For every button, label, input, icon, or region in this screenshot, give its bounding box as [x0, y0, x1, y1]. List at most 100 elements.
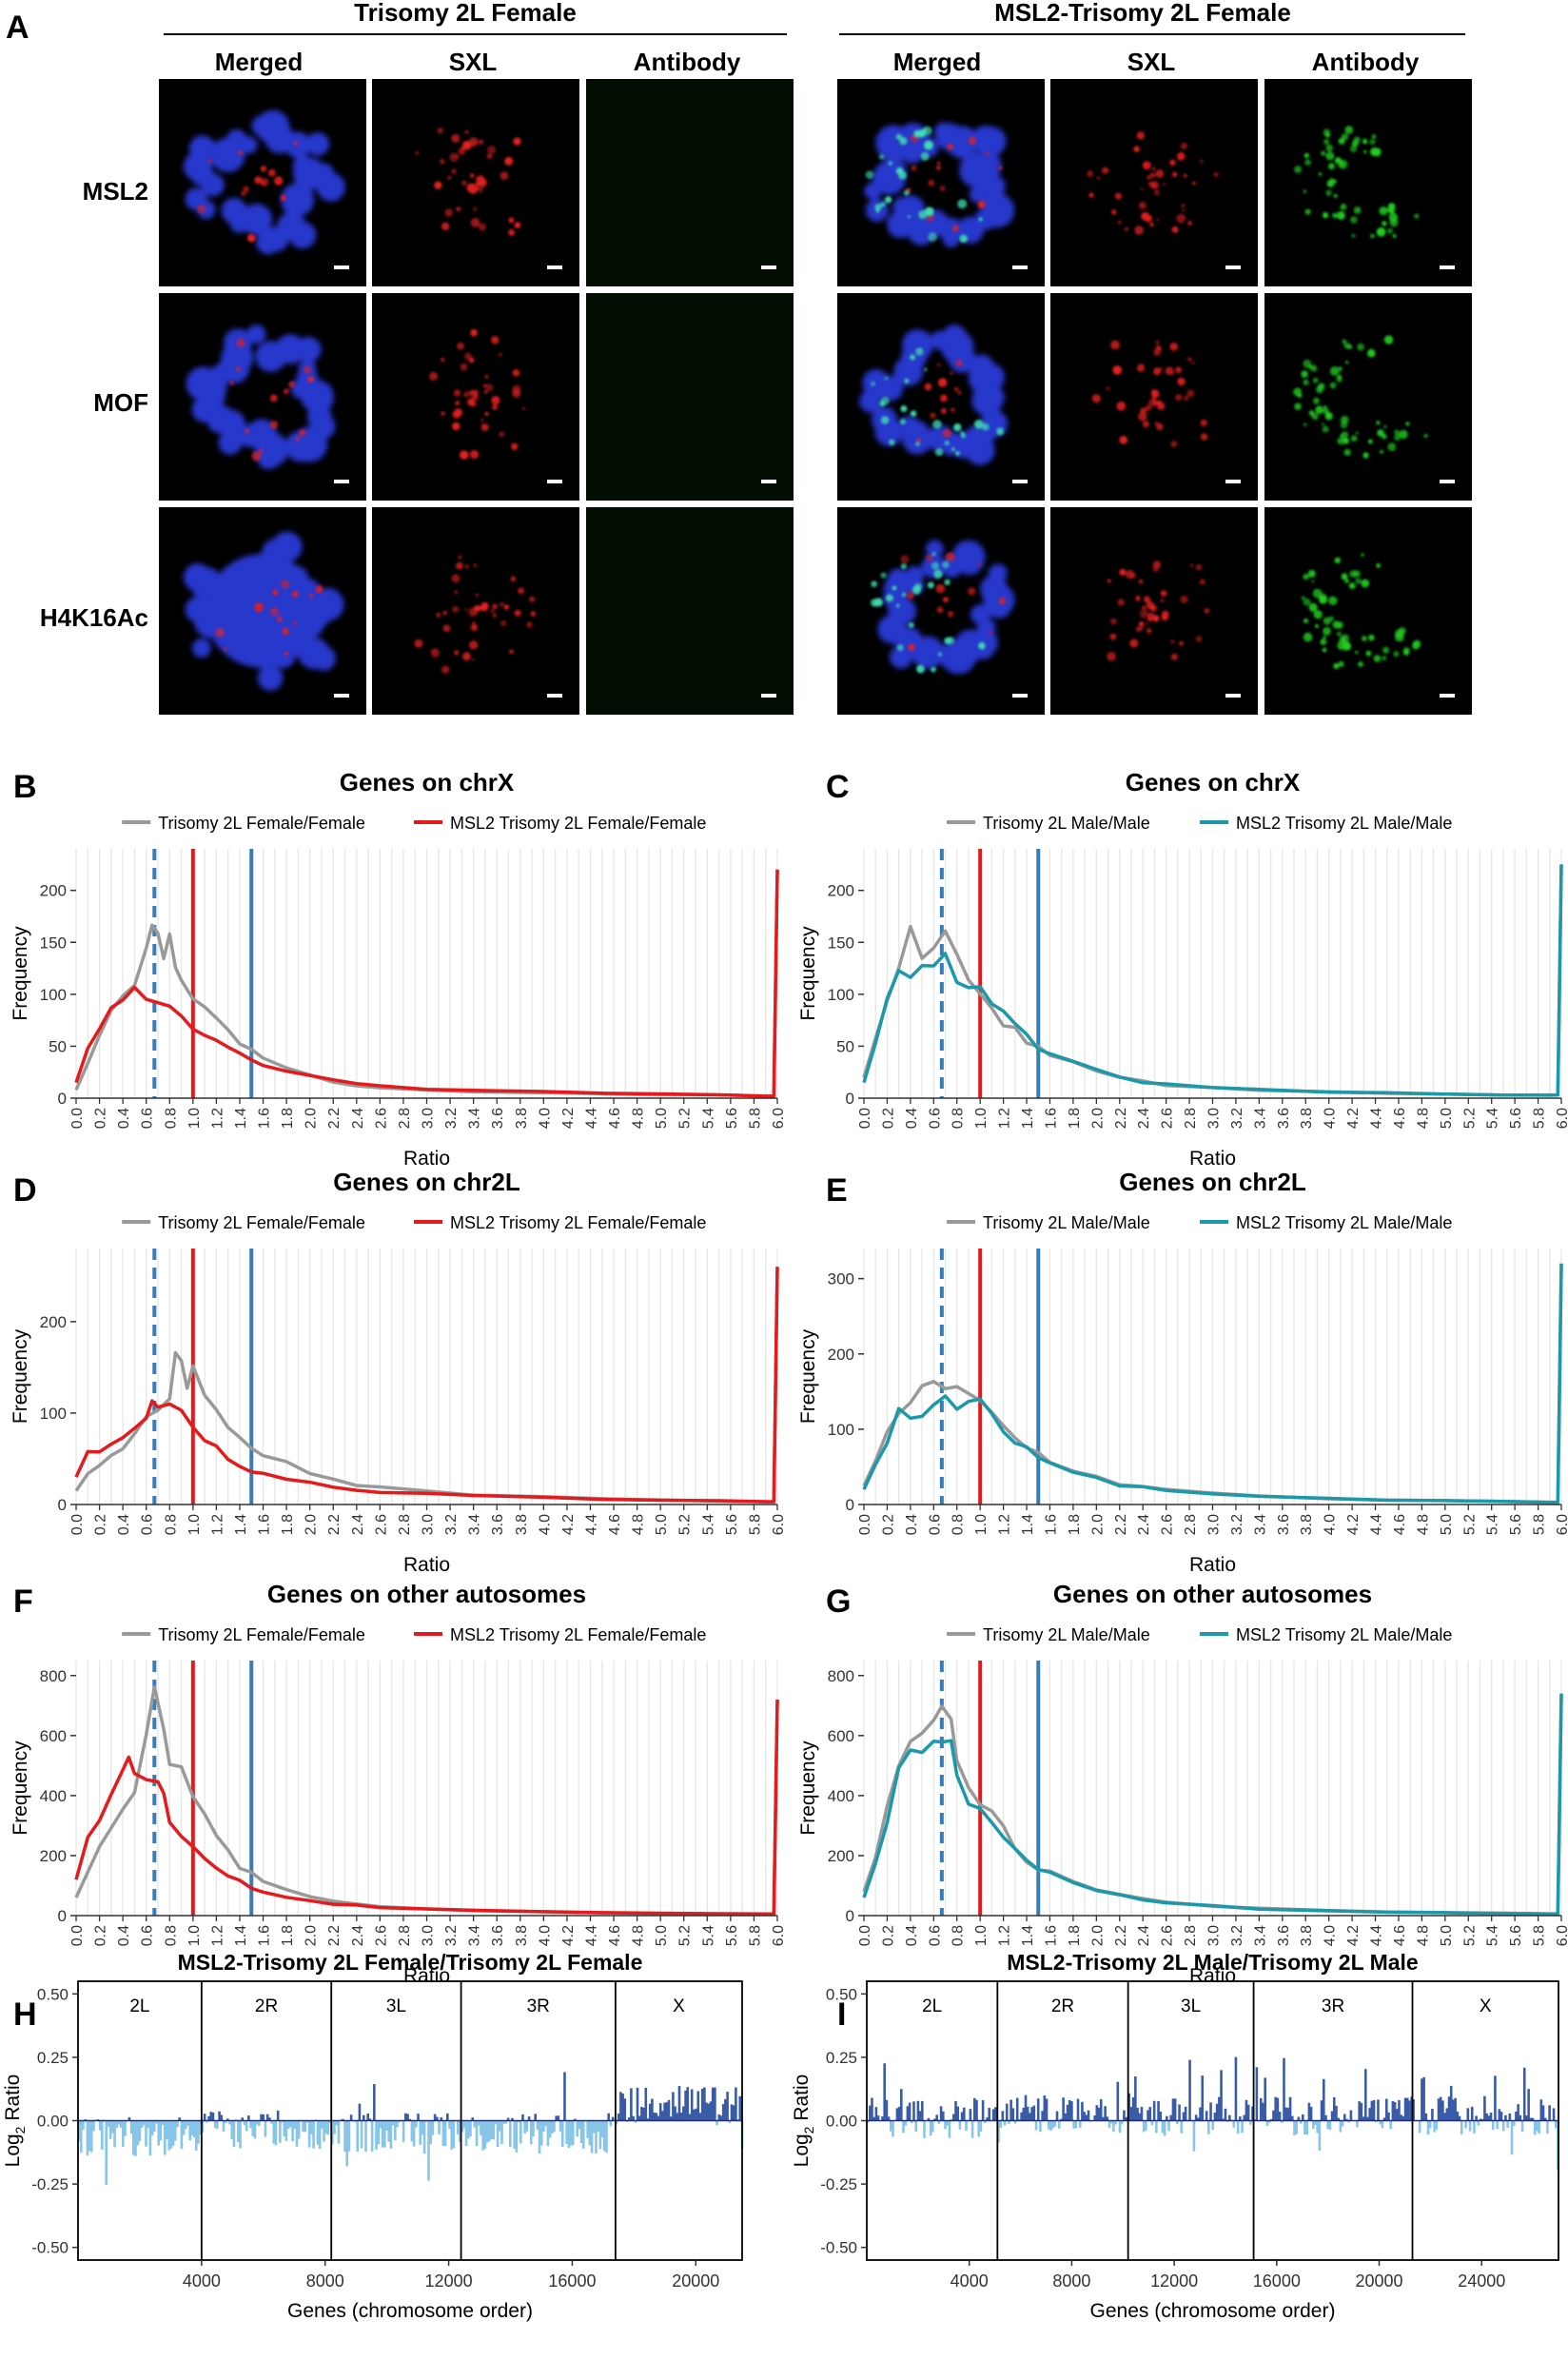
micrograph-tile-r1-c2 — [586, 293, 794, 501]
x-tick-label: 0.8 — [163, 1108, 179, 1129]
x-tick-label: 1.0 — [186, 1925, 203, 1946]
y-axis-label: Log2 Ratio — [791, 2075, 816, 2168]
x-tick-label: 3.8 — [514, 1514, 530, 1535]
x-tick-label: 5.2 — [1461, 1108, 1478, 1129]
x-tick-label: 5.4 — [700, 1925, 716, 1946]
x-tick-label: 0.0 — [857, 1108, 873, 1129]
log2-ratio-area — [77, 2072, 744, 2186]
x-tick-label: 5.4 — [1485, 1108, 1501, 1129]
panel-letter: E — [826, 1172, 848, 1209]
x-tick-label: 4.6 — [607, 1514, 623, 1535]
legend-label: Trisomy 2L Female/Female — [158, 1213, 365, 1232]
chart-legend: Trisomy 2L Female/Female MSL2 Trisomy 2L … — [122, 814, 706, 833]
x-tick-label: 3.4 — [1252, 1108, 1268, 1129]
x-tick-label: 1.0 — [973, 1925, 990, 1946]
chromosome-label-x: X — [1480, 1996, 1492, 2016]
x-tick-label: 3.8 — [514, 1925, 530, 1946]
legend-label: MSL2 Trisomy 2L Male/Male — [1236, 1625, 1452, 1644]
x-tick-label: 5.0 — [654, 1514, 670, 1535]
x-tick-label: 1.8 — [1067, 1925, 1083, 1946]
x-tick-label: 4.0 — [537, 1108, 553, 1129]
chart-panel-h: H MSL2-Trisomy 2L Female/Trisomy 2L Femal… — [2, 1950, 744, 2322]
x-tick-label: 3.6 — [1276, 1514, 1292, 1535]
x-axis-label: Genes (chromosome order) — [287, 2300, 533, 2322]
x-tick-label: 1.8 — [1067, 1108, 1083, 1129]
x-tick-label: 4.8 — [1415, 1514, 1431, 1535]
x-tick-label: 3.2 — [443, 1925, 460, 1946]
x-tick-label: 2.4 — [350, 1514, 366, 1535]
x-tick-label: 2.2 — [1113, 1925, 1129, 1946]
x-tick-label: 3.6 — [490, 1514, 506, 1535]
y-tick-label: 100 — [40, 986, 67, 1004]
legend-label: MSL2 Trisomy 2L Female/Female — [450, 814, 706, 833]
x-tick-label: 5.2 — [1461, 1514, 1478, 1535]
y-tick-label: 50 — [836, 1037, 854, 1055]
x-axis-label: Ratio — [403, 1554, 450, 1576]
series-line-msl2 — [74, 1267, 779, 1504]
x-tick-label: 2.6 — [373, 1925, 389, 1946]
x-tick-label: 0.8 — [163, 1925, 179, 1946]
x-tick-label: 1.2 — [997, 1514, 1013, 1535]
micrograph-tile-r0-c3 — [837, 79, 1045, 286]
x-axis-label: Ratio — [1189, 1148, 1236, 1170]
x-tick-label: 2.2 — [326, 1925, 343, 1946]
x-tick-label: 1.8 — [280, 1925, 296, 1946]
chromosome-label-3l: 3L — [1181, 1996, 1201, 2016]
chart-title: MSL2-Trisomy 2L Male/Trisomy 2L Male — [1007, 1950, 1418, 1975]
y-tick-label: 50 — [49, 1037, 67, 1055]
x-tick-label: 5.0 — [654, 1108, 670, 1129]
x-tick-label: 1.6 — [1043, 1514, 1059, 1535]
x-tick-label: 0.8 — [951, 1108, 967, 1129]
x-tick-label: 5.8 — [747, 1514, 763, 1535]
chromosome-label-2r: 2R — [1051, 1996, 1074, 2016]
chromosome-label-3r: 3R — [1322, 1996, 1344, 2016]
x-tick-label: 4.4 — [583, 1514, 599, 1535]
y-tick-label: 300 — [828, 1270, 854, 1288]
micrograph-tile-r0-c0 — [159, 79, 366, 286]
legend-label: Trisomy 2L Male/Male — [983, 814, 1150, 833]
legend-label: Trisomy 2L Female/Female — [158, 1625, 365, 1644]
micrograph-tile-r1-c1 — [372, 293, 579, 501]
x-tick-label: 0.4 — [904, 1514, 920, 1535]
chart-panel-b: B Genes on chrX Trisomy 2L Female/Female MS… — [10, 768, 787, 1170]
x-tick-label: 4.6 — [607, 1925, 623, 1946]
chart-panel-f: F Genes on other autosomes Trisomy 2L Fema… — [10, 1580, 787, 1987]
chart-panel-g: G Genes on other autosomes Trisomy 2L Male… — [797, 1580, 1568, 1987]
y-tick-label: 150 — [828, 934, 854, 952]
x-tick-label: 2.6 — [1160, 1108, 1176, 1129]
x-tick-label: 0.0 — [69, 1925, 86, 1946]
y-axis-label: Frequency — [797, 1740, 819, 1836]
x-tick-label: 6.0 — [1555, 1108, 1568, 1129]
x-tick-label: 3.0 — [421, 1108, 437, 1129]
x-tick-label: 0.6 — [140, 1514, 156, 1535]
x-tick-label: 2.0 — [304, 1514, 320, 1535]
y-axis-label: Frequency — [10, 1328, 31, 1424]
x-tick-label: 2.0 — [304, 1925, 320, 1946]
legend-label: MSL2 Trisomy 2L Female/Female — [450, 1625, 706, 1644]
x-tick-label: 2.8 — [397, 1925, 413, 1946]
x-tick-label: 1.0 — [186, 1108, 203, 1129]
legend-label: MSL2 Trisomy 2L Female/Female — [450, 1213, 706, 1232]
x-tick-label: 3.2 — [443, 1108, 460, 1129]
y-axis-label: Log2 Ratio — [2, 2075, 28, 2168]
x-tick-label: 1.0 — [973, 1108, 990, 1129]
x-tick-label: 5.6 — [724, 1925, 740, 1946]
panel-letter: B — [13, 769, 37, 805]
chart-title: MSL2-Trisomy 2L Female/Trisomy 2L Female — [178, 1950, 643, 1975]
x-tick-label: 0.6 — [927, 1108, 943, 1129]
chart-legend: Trisomy 2L Female/Female MSL2 Trisomy 2L … — [122, 1625, 706, 1644]
legend-label: MSL2 Trisomy 2L Male/Male — [1236, 1213, 1452, 1232]
panel-letter: G — [826, 1583, 851, 1620]
x-tick-label: 0.4 — [904, 1925, 920, 1946]
x-tick-label: 3.4 — [467, 1108, 483, 1129]
x-tick-label: 0.2 — [880, 1108, 896, 1129]
x-tick-label: 0.0 — [69, 1514, 86, 1535]
x-tick-label: 1.6 — [257, 1925, 273, 1946]
panel-letter: D — [13, 1172, 37, 1209]
x-tick-label: 4.4 — [583, 1108, 599, 1129]
x-tick-label: 4.4 — [583, 1925, 599, 1946]
series-line-msl2 — [74, 869, 779, 1098]
y-tick-label: 600 — [828, 1727, 854, 1745]
x-tick-label: 3.6 — [490, 1108, 506, 1129]
x-tick-label: 3.6 — [1276, 1108, 1292, 1129]
